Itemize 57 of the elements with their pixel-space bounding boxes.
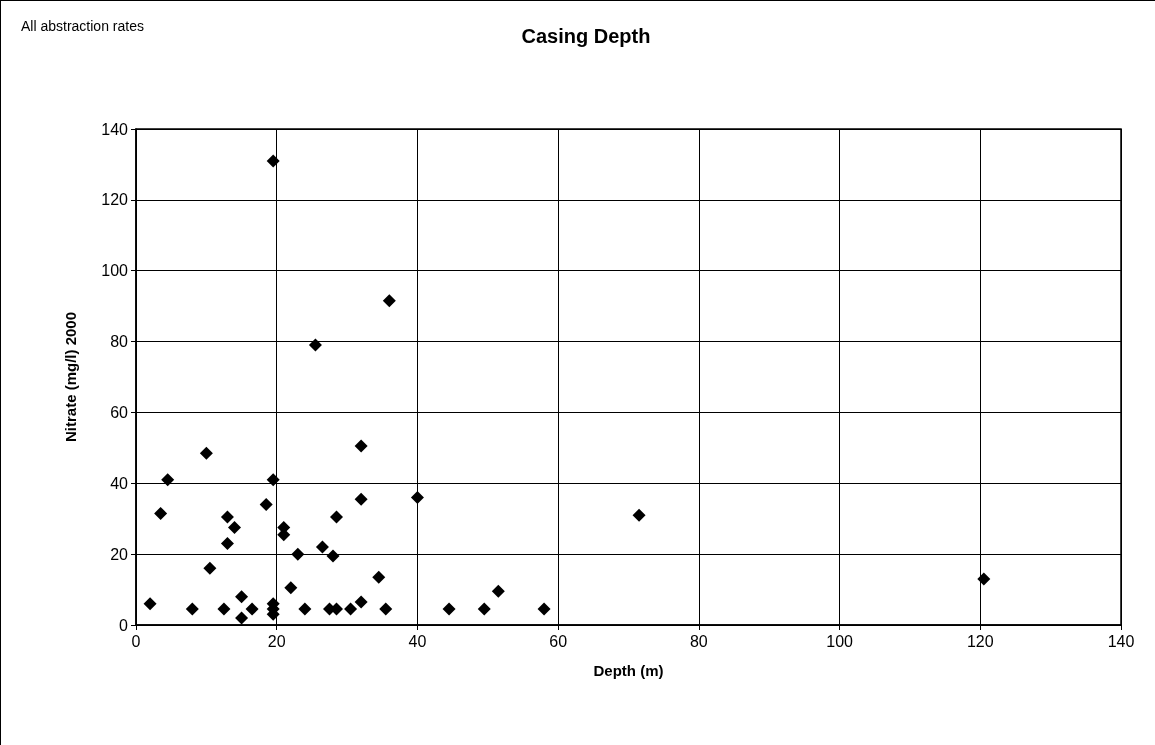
point xyxy=(379,602,393,616)
point xyxy=(315,540,329,554)
point xyxy=(203,561,217,575)
x-tick-label: 40 xyxy=(408,632,427,650)
point xyxy=(344,602,358,616)
point xyxy=(154,506,168,520)
point xyxy=(185,602,199,616)
point xyxy=(354,439,368,453)
x-tick-label: 60 xyxy=(549,632,568,650)
text: All abstraction rates xyxy=(21,18,144,34)
point xyxy=(372,570,386,584)
point xyxy=(161,473,175,487)
point xyxy=(259,498,273,512)
point xyxy=(537,602,551,616)
point xyxy=(354,492,368,506)
y-tick-label: 100 xyxy=(101,262,129,280)
chart-title: Casing Depth xyxy=(521,25,651,47)
y-tick-label: 40 xyxy=(110,474,129,492)
point xyxy=(477,602,491,616)
x-tick-label: 120 xyxy=(966,632,994,650)
point xyxy=(266,473,280,487)
point xyxy=(199,446,213,460)
y-tick-label: 140 xyxy=(101,120,129,138)
x-axis-title: Depth (m) xyxy=(593,662,664,679)
x-tick-label: 80 xyxy=(689,632,708,650)
point xyxy=(235,590,249,604)
point xyxy=(217,602,231,616)
point xyxy=(491,584,505,598)
x-tick-label: 140 xyxy=(1107,632,1135,650)
point xyxy=(354,595,368,609)
point xyxy=(143,597,157,611)
point xyxy=(330,510,344,524)
point xyxy=(266,154,280,168)
y-tick-label: 80 xyxy=(110,333,129,351)
point xyxy=(632,508,646,522)
point xyxy=(291,547,305,561)
point xyxy=(245,602,259,616)
y-axis-title: Nitrate (mg/l) 2000 xyxy=(62,311,79,443)
point xyxy=(977,572,991,586)
y-tick-label: 0 xyxy=(119,616,129,634)
point xyxy=(228,521,241,535)
point xyxy=(410,490,424,504)
y-tick-label: 60 xyxy=(110,403,129,421)
y-tick-label: 20 xyxy=(110,545,129,563)
point xyxy=(220,537,234,551)
point xyxy=(442,602,456,616)
point xyxy=(220,510,234,524)
point xyxy=(382,294,396,308)
y-tick-label: 120 xyxy=(101,191,129,209)
point xyxy=(308,338,322,352)
point xyxy=(235,611,249,625)
x-tick-label: 0 xyxy=(131,632,141,650)
point xyxy=(284,581,298,595)
x-tick-label: 20 xyxy=(267,632,286,650)
x-tick-label: 100 xyxy=(826,632,854,650)
point xyxy=(326,549,340,563)
point xyxy=(298,602,312,616)
